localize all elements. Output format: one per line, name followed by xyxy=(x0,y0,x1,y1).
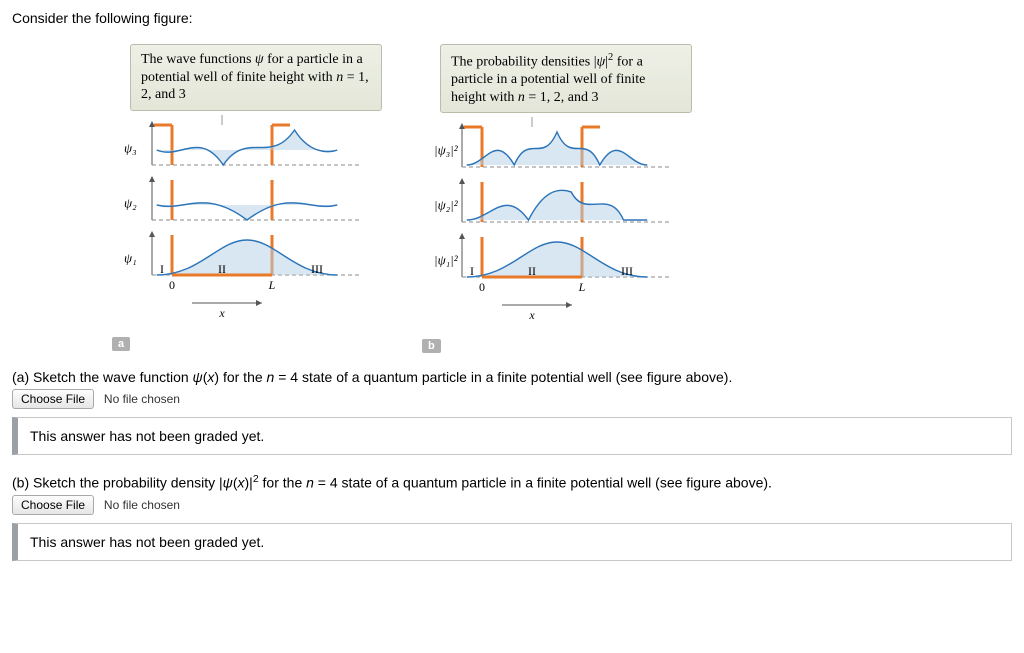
answer-bar-a: This answer has not been graded yet. xyxy=(12,417,1012,455)
svg-text:II: II xyxy=(218,262,226,276)
prompt-text: Consider the following figure: xyxy=(12,10,1012,26)
svg-text:L: L xyxy=(268,278,276,292)
svg-text:L: L xyxy=(578,280,586,294)
svg-text:II: II xyxy=(528,264,536,278)
panel-b-caption: The probability densities |ψ|2 for a par… xyxy=(440,44,692,113)
panel-b-label: b xyxy=(422,339,441,353)
choose-file-button-a[interactable]: Choose File xyxy=(12,389,94,409)
panel-a: The wave functions ψ for a particle in a… xyxy=(112,44,382,353)
question-b-text: (b) Sketch the probability density |ψ(x)… xyxy=(12,473,1012,491)
question-b: (b) Sketch the probability density |ψ(x)… xyxy=(12,473,1012,561)
svg-text:I: I xyxy=(160,262,164,276)
panel-a-caption: The wave functions ψ for a particle in a… xyxy=(130,44,382,111)
question-a: (a) Sketch the wave function ψ(x) for th… xyxy=(12,369,1012,455)
svg-text:|ψ₁|²: |ψ₁|² xyxy=(434,253,459,268)
svg-text:|ψ₂|²: |ψ₂|² xyxy=(434,198,459,213)
svg-text:III: III xyxy=(621,264,633,278)
file-status-b: No file chosen xyxy=(104,498,180,512)
panel-b-svg-host: |ψ₃|²|ψ₂|²|ψ₁|²IIIIII0Lx xyxy=(422,117,692,335)
svg-text:x: x xyxy=(528,308,535,322)
svg-text:0: 0 xyxy=(479,280,485,294)
panel-b: The probability densities |ψ|2 for a par… xyxy=(422,44,692,353)
svg-text:ψ₂: ψ₂ xyxy=(124,195,137,210)
question-a-text: (a) Sketch the wave function ψ(x) for th… xyxy=(12,369,1012,385)
file-status-a: No file chosen xyxy=(104,392,180,406)
choose-file-button-b[interactable]: Choose File xyxy=(12,495,94,515)
svg-text:x: x xyxy=(218,306,225,320)
answer-bar-b: This answer has not been graded yet. xyxy=(12,523,1012,561)
svg-text:ψ₃: ψ₃ xyxy=(124,140,137,155)
panel-a-label: a xyxy=(112,337,130,351)
svg-text:III: III xyxy=(311,262,323,276)
panel-a-svg-host: ψ₃ψ₂ψ₁IIIIII0Lx xyxy=(112,115,382,333)
svg-text:0: 0 xyxy=(169,278,175,292)
svg-text:|ψ₃|²: |ψ₃|² xyxy=(434,143,459,158)
svg-text:ψ₁: ψ₁ xyxy=(124,250,137,265)
svg-text:I: I xyxy=(470,264,474,278)
figure-area: The wave functions ψ for a particle in a… xyxy=(12,34,1012,359)
